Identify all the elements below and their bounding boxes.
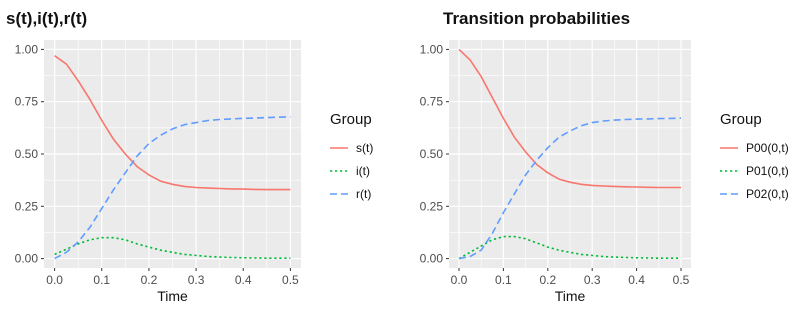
- y-tick-label: 1.00: [15, 42, 39, 56]
- x-tick-label: 0.1: [93, 273, 110, 287]
- legend-label-1: P00(0,t): [746, 141, 789, 155]
- legend-label-2: P01(0,t): [746, 164, 789, 178]
- chart-title: Transition probabilities: [443, 9, 630, 28]
- x-tick-label: 0.1: [495, 273, 512, 287]
- x-tick-label: 0.2: [141, 273, 158, 287]
- legend-label-1: s(t): [356, 141, 373, 155]
- x-tick-label: 0.4: [235, 273, 252, 287]
- y-tick-label: 0.50: [15, 147, 39, 161]
- y-tick-label: 1.00: [420, 42, 444, 56]
- x-tick-label: 0.0: [46, 273, 63, 287]
- series-line-3: [54, 116, 291, 260]
- y-tick-label: 0.00: [15, 252, 39, 266]
- x-tick-label: 0.3: [188, 273, 205, 287]
- legend-label-2: i(t): [356, 164, 370, 178]
- legend-title: Group: [330, 111, 372, 128]
- legend: Group P00(0,t) P01(0,t) P02(0,t): [720, 111, 789, 201]
- series-line-1: [458, 48, 681, 189]
- x-tick-label: 0.5: [282, 273, 299, 287]
- chart-2: Transition probabilities 0.00 0.25 0.50 0.75…: [420, 9, 789, 304]
- legend-title: Group: [720, 111, 762, 128]
- y-tick-label: 0.00: [420, 252, 444, 266]
- y-tick-label: 0.50: [420, 147, 444, 161]
- x-tick-label: 0.5: [673, 273, 690, 287]
- x-tick-label: 0.3: [584, 273, 601, 287]
- y-tick-label: 0.75: [15, 95, 39, 109]
- y-tick-label: 0.25: [420, 199, 444, 213]
- x-tick-label: 0.4: [628, 273, 645, 287]
- series-line-1: [54, 55, 291, 191]
- chart-title: s(t),i(t),r(t): [6, 9, 87, 28]
- x-tick-label: 0.0: [451, 273, 468, 287]
- legend-label-3: r(t): [356, 187, 371, 201]
- chart-1: s(t),i(t),r(t) 0.00 0.25 0.50 0.75 1.00 0.0 0.1…: [6, 9, 373, 304]
- x-tick-label: 0.2: [539, 273, 556, 287]
- x-axis-label: Time: [555, 288, 586, 304]
- series-line-2: [458, 235, 681, 260]
- x-axis-label: Time: [157, 288, 188, 304]
- y-tick-label: 0.75: [420, 95, 444, 109]
- series-line-2: [54, 236, 291, 260]
- y-tick-label: 0.25: [15, 199, 39, 213]
- legend: Group s(t) i(t) r(t): [330, 111, 373, 201]
- legend-label-3: P02(0,t): [746, 187, 789, 201]
